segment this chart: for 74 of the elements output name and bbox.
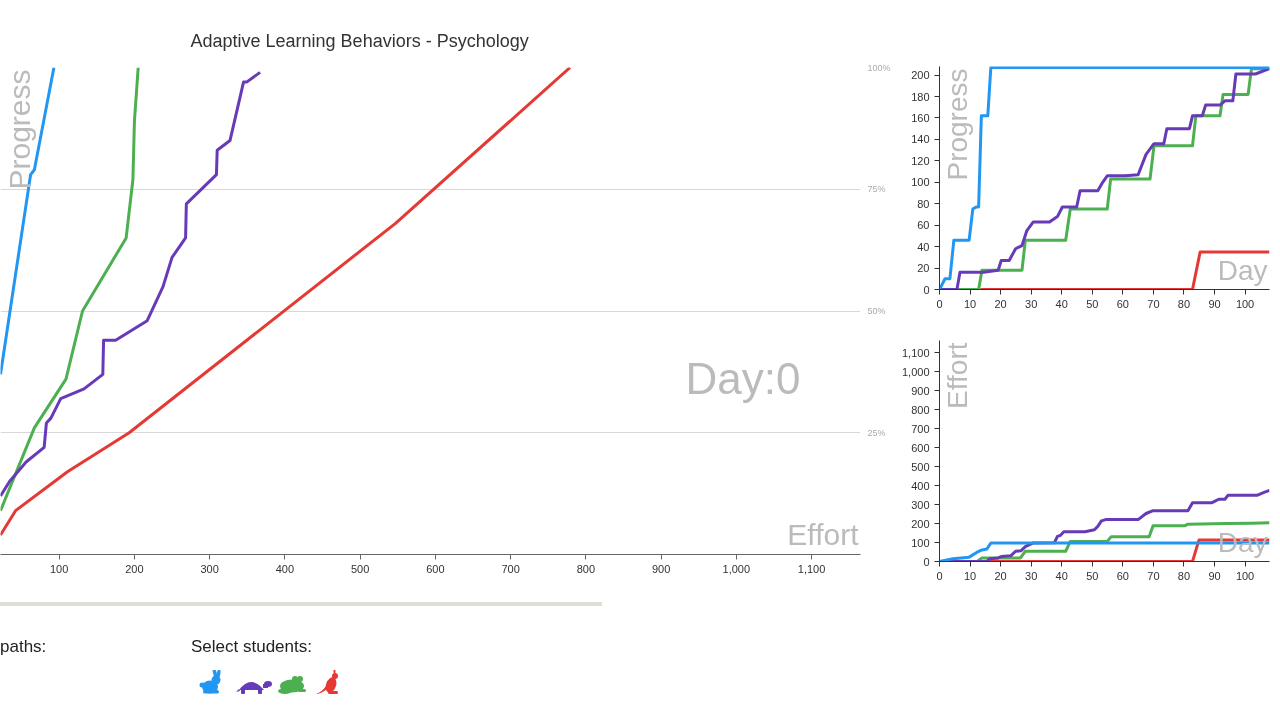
x-tick-label: 70 (1147, 569, 1160, 582)
x-axis-title: Effort (787, 517, 860, 551)
x-tick-label: 800 (576, 562, 596, 575)
y-tick-label: 60 (917, 219, 930, 232)
y-tick-label: 500 (911, 460, 930, 473)
x-tick-label: 30 (1025, 297, 1038, 310)
y-axis-title: Progress (941, 68, 973, 181)
y-axis-title: Progress (2, 69, 36, 190)
y-tick-label: 50% (867, 306, 886, 316)
y-tick-label: 300 (911, 498, 930, 511)
y-tick-label: 75% (867, 184, 886, 195)
x-tick-label: 400 (275, 562, 295, 575)
x-tick-label: 60 (1116, 297, 1129, 310)
x-tick-label: 100 (1235, 569, 1255, 582)
y-tick-label: 200 (911, 69, 930, 82)
x-tick-label: 80 (1177, 569, 1191, 582)
y-axis-title: Effort (941, 342, 973, 409)
x-tick-label: 10 (963, 297, 977, 310)
annotation: Day:0 (685, 354, 801, 403)
x-tick-label: 500 (350, 562, 370, 575)
line-series (975, 521, 1270, 562)
y-tick-label: 600 (911, 441, 930, 454)
text: paths: (0, 636, 47, 658)
x-tick-label: 40 (1055, 569, 1068, 582)
x-tick-label: 50 (1086, 297, 1099, 310)
x-tick-label: 100 (50, 562, 69, 575)
line-series (0, 67, 140, 513)
x-tick-label: 600 (426, 562, 445, 575)
y-tick-label: 80 (917, 197, 930, 210)
x-tick-label: 1,100 (797, 562, 826, 575)
y-tick-label: 100% (867, 62, 891, 73)
x-tick-label: 0 (936, 569, 943, 582)
y-tick-label: 120 (911, 154, 930, 167)
x-tick-label: 20 (994, 297, 1007, 310)
x-tick-label: 200 (125, 562, 144, 575)
y-tick-label: 100 (911, 176, 930, 189)
line-series (0, 67, 56, 376)
y-tick-label: 700 (911, 422, 930, 435)
y-tick-label: 140 (911, 133, 930, 146)
x-tick-label: 1,000 (722, 562, 751, 575)
x-axis-title: Day (1217, 526, 1268, 558)
x-tick-label: 70 (1147, 297, 1160, 310)
y-tick-label: 25% (867, 427, 886, 438)
x-tick-label: 100 (1235, 297, 1255, 310)
y-tick-label: 200 (911, 517, 930, 530)
x-tick-label: 90 (1208, 569, 1221, 582)
y-tick-label: 800 (911, 403, 930, 416)
text: Select students: (191, 636, 312, 658)
x-tick-label: 90 (1208, 297, 1221, 310)
x-tick-label: 80 (1177, 297, 1191, 310)
x-axis-title: Day (1217, 254, 1268, 286)
x-tick-label: 300 (200, 562, 219, 575)
x-tick-label: 40 (1055, 297, 1068, 310)
x-tick-label: 10 (963, 569, 977, 582)
x-tick-label: 20 (994, 569, 1007, 582)
x-tick-label: 30 (1025, 569, 1038, 582)
y-tick-label: 20 (917, 262, 930, 275)
y-tick-label: 1,100 (901, 346, 930, 359)
y-tick-label: 40 (917, 240, 930, 253)
y-tick-label: 180 (911, 90, 930, 103)
chart-title: Adaptive Learning Behaviors - Psychology (190, 30, 529, 51)
y-tick-label: 0 (923, 283, 930, 296)
x-tick-label: 60 (1116, 569, 1129, 582)
y-tick-label: 160 (911, 111, 930, 124)
x-tick-label: 50 (1086, 569, 1099, 582)
x-tick-label: 700 (501, 562, 520, 575)
x-tick-label: 0 (936, 297, 943, 310)
y-tick-label: 1,000 (901, 365, 930, 378)
x-tick-label: 900 (651, 562, 671, 575)
y-tick-label: 100 (911, 536, 930, 549)
line-series (0, 67, 572, 537)
y-tick-label: 400 (911, 479, 930, 492)
line-series (0, 70, 262, 498)
y-tick-label: 900 (911, 384, 930, 397)
